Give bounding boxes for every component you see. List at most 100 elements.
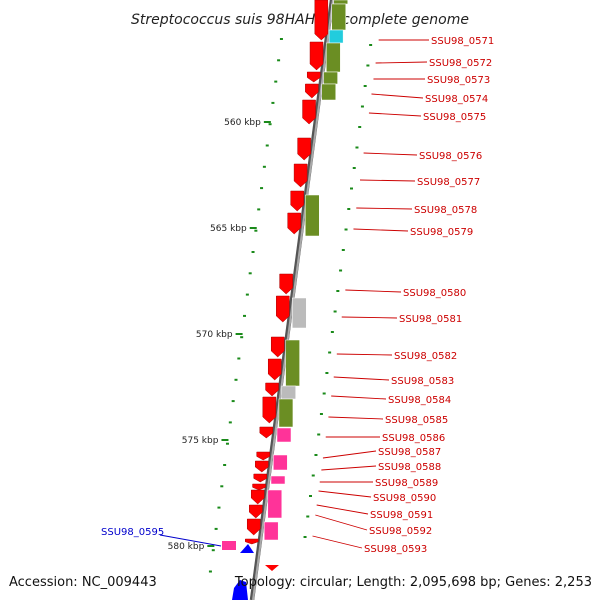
kbp-tick-label: 570 kbp (196, 330, 233, 340)
gene-label-ssu98-0572: SSU98_0572 (429, 58, 492, 69)
scale-dot-right (358, 126, 362, 128)
gene-label-ssu98-0595: SSU98_0595 (101, 527, 164, 538)
gene-label-ssu98-0593: SSU98_0593 (364, 544, 427, 555)
blue-gene-arrow (240, 544, 254, 553)
scale-dot-right (336, 290, 340, 292)
cds-arrow (287, 212, 301, 235)
kbp-tick-label: 565 kbp (210, 224, 247, 234)
scale-dot-left (231, 400, 235, 403)
kbp-tick (207, 545, 215, 547)
scale-dot-left (248, 272, 252, 275)
kbp-tick (221, 439, 229, 441)
scale-dot-left (271, 101, 275, 104)
pink-gene-block (273, 454, 288, 471)
cds-arrow (256, 451, 270, 461)
cds-arrow (252, 483, 266, 491)
kbp-tick (249, 227, 257, 229)
scale-dot-right (344, 228, 348, 231)
label-leader-line (336, 353, 393, 356)
scale-dot-left (211, 549, 215, 552)
pink-gene-block (267, 489, 283, 519)
gene-label-ssu98-0571: SSU98_0571 (431, 36, 494, 47)
scale-dot-left (277, 59, 281, 62)
label-leader-line (353, 228, 409, 232)
gene-label-ssu98-0587: SSU98_0587 (378, 447, 441, 458)
gene-label-ssu98-0574: SSU98_0574 (425, 94, 488, 105)
label-leader-line (322, 450, 377, 459)
gene-block (285, 339, 300, 387)
gene-block (328, 29, 344, 44)
scale-dot-right (328, 351, 332, 354)
scale-dot-left (220, 485, 224, 488)
label-leader-line (312, 535, 363, 549)
gene-label-ssu98-0585: SSU98_0585 (385, 415, 448, 426)
scale-dot-left (260, 187, 264, 190)
label-leader-line (321, 465, 377, 471)
accession-label: Accession: NC_009443 (9, 575, 157, 590)
gene-label-ssu98-0581: SSU98_0581 (399, 314, 462, 325)
cds-arrow (253, 473, 268, 483)
cds-arrow (255, 460, 269, 473)
gene-label-ssu98-0592: SSU98_0592 (369, 526, 432, 537)
gene-label-ssu98-0586: SSU98_0586 (382, 433, 445, 444)
cds-arrow (279, 273, 293, 295)
gene-label-ssu98-0583: SSU98_0583 (391, 376, 454, 387)
scale-dot-right (303, 536, 307, 538)
cds-arrow (309, 41, 324, 71)
scale-dot-left (251, 251, 255, 253)
kbp-tick-label: 580 kbp (168, 542, 205, 552)
pink-gene-block (270, 475, 286, 485)
scale-dot-right (350, 187, 353, 190)
cds-arrow (265, 565, 279, 571)
gene-block (333, 0, 348, 5)
cds-arrow (246, 518, 261, 536)
scale-dot-right (366, 64, 370, 67)
label-leader-line (316, 504, 369, 515)
label-leader-line (333, 376, 390, 381)
cds-arrow (302, 99, 316, 125)
scale-dot-left (240, 336, 244, 339)
scale-dot-left (265, 144, 269, 147)
gene-label-ssu98-0591: SSU98_0591 (370, 510, 433, 521)
gene-label-ssu98-0575: SSU98_0575 (423, 112, 486, 123)
label-leader-line (359, 179, 416, 182)
scale-dot-left (262, 165, 266, 168)
scale-dot-right (317, 433, 321, 436)
gene-label-ssu98-0584: SSU98_0584 (388, 395, 451, 406)
cds-arrow (276, 295, 290, 323)
cds-arrow (290, 190, 304, 212)
kbp-ticks: 560 kbp 565 kbp 570 kbp 575 kbp 580 kbp (168, 118, 271, 552)
scale-dot-right (314, 454, 318, 456)
gene-block (323, 71, 338, 85)
cds-arrow (262, 396, 277, 424)
scale-dot-right (325, 372, 329, 374)
scale-dot-left (214, 527, 218, 530)
gene-features (222, 0, 348, 600)
label-leader-line (159, 534, 222, 547)
label-leader-line (356, 207, 413, 210)
scale-dot-right (355, 146, 359, 149)
scale-dot-left (208, 570, 212, 573)
cds-arrow (259, 426, 274, 439)
gene-label-ssu98-0589: SSU98_0589 (375, 478, 438, 489)
scale-dot-left (228, 421, 232, 424)
gene-label-ssu98-0588: SSU98_0588 (378, 462, 441, 473)
cds-arrow (270, 336, 285, 358)
label-leader-line (368, 112, 422, 117)
gene-label-ssu98-0576: SSU98_0576 (419, 151, 482, 162)
scale-dot-left (254, 229, 258, 232)
label-leader-line (375, 61, 428, 64)
scale-dot-right (339, 269, 343, 272)
label-leader-line (331, 395, 387, 400)
label-leader-line (318, 490, 372, 498)
gene-block (326, 42, 341, 73)
gene-label-ssu98-0577: SSU98_0577 (417, 177, 480, 188)
scale-dot-right (311, 474, 315, 477)
kbp-tick (235, 333, 243, 335)
label-leader-line (328, 416, 384, 420)
scale-dot-right (319, 413, 323, 415)
scale-dot-left (223, 464, 227, 466)
genome-title: Streptococcus suis 98HAH33, complete gen… (131, 12, 469, 28)
pink-gene-block (222, 541, 236, 550)
